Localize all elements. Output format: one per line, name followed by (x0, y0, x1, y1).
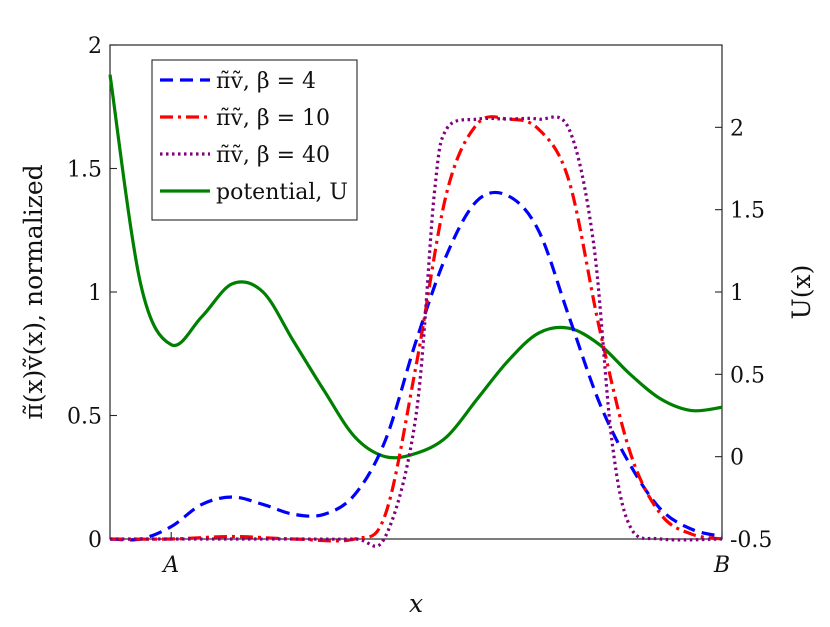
right-axis-label: U(x) (787, 265, 816, 320)
left-axis-label: π̃(x)ṽ(x), normalized (19, 164, 48, 419)
right-tick-label: 0 (730, 446, 744, 471)
left-tick-label: 1.5 (67, 158, 102, 183)
legend-label: π̃ṽ, β = 40 (216, 143, 330, 168)
left-tick-label: 2 (88, 34, 102, 59)
series-line-3 (108, 74, 723, 460)
right-tick-label: 0.5 (730, 363, 765, 388)
right-tick-label: -0.5 (730, 528, 772, 553)
right-tick-label: 1 (730, 281, 744, 306)
legend-box (151, 59, 358, 221)
series-line-0 (109, 190, 723, 542)
legend: π̃ṽ, β = 4 π̃ṽ, β = 10 π̃ṽ, β = 40 potentia… (151, 59, 358, 221)
legend-label: π̃ṽ, β = 10 (216, 106, 330, 131)
left-axis: 0 0.5 1 1.5 2 (67, 34, 117, 553)
legend-label: potential, U (216, 180, 348, 205)
x-tick-label: A (161, 553, 179, 578)
series-layer (108, 74, 723, 548)
left-tick-label: 1 (88, 281, 102, 306)
series-line-1 (109, 115, 723, 543)
x-axis-label: x (409, 589, 423, 618)
left-tick-label: 0.5 (67, 405, 102, 430)
right-tick-label: 2 (730, 116, 744, 141)
legend-label: π̃ṽ, β = 4 (216, 69, 316, 94)
x-tick-label: B (713, 553, 730, 578)
right-axis: -0.5 0 0.5 1 1.5 2 (715, 116, 772, 553)
right-tick-label: 1.5 (730, 199, 765, 224)
left-tick-label: 0 (88, 528, 102, 553)
series-line-2 (109, 115, 723, 548)
